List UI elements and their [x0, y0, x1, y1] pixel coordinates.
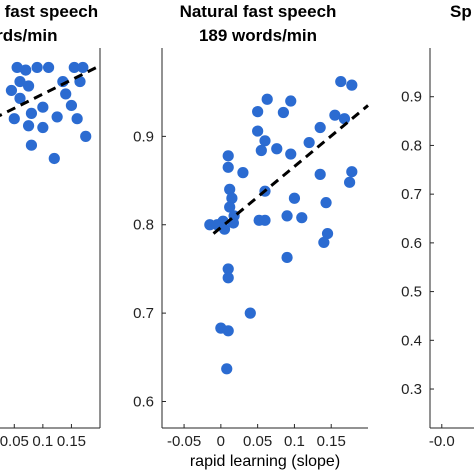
panel-a-x-tick-label: 0.1 — [32, 433, 53, 450]
panel-a-data-point — [51, 111, 63, 123]
panel-a-data-point — [80, 130, 92, 142]
panel-b-data-point — [252, 106, 264, 118]
panel-a-data-point — [71, 113, 83, 125]
panel-b-data-point — [285, 148, 297, 160]
panel-b-data-point — [255, 144, 267, 157]
panel-a-data-point — [65, 99, 78, 112]
panel-b-y-tick-label: 0.7 — [133, 305, 154, 322]
panel-b-data-point — [281, 210, 293, 222]
panel-b-data-point — [271, 143, 283, 155]
panel-a-data-point — [25, 107, 38, 119]
panel-b-data-point — [277, 106, 289, 119]
panel-b-data-point — [318, 236, 330, 249]
panel-a-data-point — [8, 113, 20, 125]
panel-b-data-point — [288, 192, 301, 204]
panel-b-plot: -0.05 0 0.05 0.1 0.15 0.6 0.7 0.8 0.9 — [133, 48, 369, 450]
panel-a-title-line1: Artificial fast speech — [0, 2, 98, 21]
panel-b-data-point — [335, 75, 347, 88]
panel-c-y-tick-label: 0.4 — [401, 332, 422, 349]
panel-b-data-point — [321, 227, 334, 240]
panel-b-data-point — [285, 95, 297, 107]
panel-b-x-tick-label: 0 — [217, 433, 225, 450]
panel-b-y-tick-label: 0.6 — [133, 393, 154, 410]
panel-b-data-point — [259, 214, 271, 226]
panel-b-data-point — [237, 167, 249, 179]
panel-a-x-tick-label: 0.15 — [57, 433, 86, 450]
panel-a-data-point — [14, 75, 26, 88]
panel-b-y-tick-label: 0.8 — [133, 217, 154, 234]
panel-b-data-point — [314, 121, 326, 134]
panel-a-data-point — [77, 61, 89, 74]
panel-b-data-point — [346, 166, 358, 178]
panel-a-data-point — [25, 139, 38, 151]
panel-b-points — [204, 75, 358, 375]
panel-c-y-tick-label: 0.7 — [401, 186, 422, 203]
panel-b-data-point — [222, 161, 234, 173]
panel-a-data-point — [48, 152, 60, 165]
panel-c-y-tick-label: 0.8 — [401, 137, 422, 154]
panel-b-data-point — [344, 176, 356, 188]
panel-a-data-point — [37, 101, 49, 113]
panel-a-axes: 0.05 0.1 0.15 — [0, 48, 101, 450]
panel-a-data-point — [68, 61, 80, 74]
panel-a-data-point — [11, 61, 23, 74]
panel-b-data-point — [338, 113, 351, 125]
panel-c-y-tick-label: 0.5 — [401, 284, 422, 301]
panel-b-x-tick-label: 0.1 — [284, 433, 305, 450]
panel-b-data-point — [303, 136, 315, 149]
panel-a-plot: 0.05 0.1 0.15 — [0, 48, 101, 450]
panel-b-data-point — [224, 183, 236, 195]
panel-b-title-line2: 189 words/min — [199, 26, 317, 45]
panel-b-axes: -0.05 0 0.05 0.1 0.15 0.6 0.7 0.8 0.9 — [133, 48, 368, 450]
panel-b-data-point — [222, 263, 234, 275]
panel-a-x-tick-label: 0.05 — [0, 433, 29, 450]
panel-b-data-point — [281, 251, 293, 264]
panel-a-data-point — [42, 61, 55, 74]
panel-c-y-tick-label: 0.6 — [401, 235, 422, 252]
panel-b-data-point — [226, 192, 238, 204]
panel-b-data-point — [329, 109, 341, 121]
panel-b-trend-line — [212, 104, 369, 235]
panel-b-data-point — [221, 363, 233, 375]
panel-a-data-point — [22, 120, 35, 132]
panel-a-data-point — [31, 61, 43, 74]
panel-b-data-point — [259, 135, 271, 147]
panel-b-data-point — [222, 325, 234, 337]
panel-a-data-point — [14, 92, 26, 104]
panel-a-data-point — [60, 88, 72, 100]
panel-third: Sp -0.0 0.3 0.4 0.5 0.6 0.7 0.8 0.9 — [401, 2, 474, 450]
panel-b-data-point — [218, 223, 231, 235]
panel-c-y-tick-label: 0.9 — [401, 89, 422, 106]
panel-c-x-tick-label: -0.0 — [429, 433, 455, 450]
panel-b-data-point — [222, 272, 234, 284]
panel-b-data-point — [296, 212, 308, 224]
x-axis-label: rapid learning (slope) — [190, 453, 340, 470]
panel-c-plot: -0.0 0.3 0.4 0.5 0.6 0.7 0.8 0.9 — [401, 48, 474, 450]
panel-artificial-fast-speech: Artificial fast speech words/min 0.050.1… — [0, 2, 101, 450]
panel-c-title: Sp — [450, 2, 472, 21]
panel-a-data-point — [5, 84, 18, 97]
panel-a-data-point — [20, 64, 32, 76]
panel-natural-fast-speech: Natural fast speech 189 words/min -0.05 0… — [133, 2, 369, 450]
panel-a-data-point — [37, 121, 49, 134]
panel-b-y-tick-label: 0.9 — [133, 128, 154, 145]
panel-b-data-point — [244, 307, 256, 319]
panel-b-data-point — [320, 197, 332, 209]
panel-b-x-tick-label: 0.15 — [317, 433, 346, 450]
panel-a-data-point — [74, 75, 86, 88]
panel-b-data-point — [224, 201, 236, 213]
panel-c-y-tick-label: 0.3 — [401, 381, 422, 398]
panel-b-data-point — [261, 93, 273, 105]
panel-a-data-point — [22, 80, 35, 92]
panel-b-x-tick-label: -0.05 — [167, 433, 201, 450]
panel-b-x-tick-label: 0.05 — [243, 433, 272, 450]
panel-b-data-point — [314, 168, 326, 180]
panel-b-data-point — [252, 125, 264, 137]
panel-a-title-line2: words/min — [0, 26, 58, 45]
panel-b-data-point — [222, 150, 234, 162]
panel-b-title-line1: Natural fast speech — [180, 2, 337, 21]
panel-c-axes: -0.0 0.3 0.4 0.5 0.6 0.7 0.8 0.9 — [401, 48, 474, 450]
panel-b-data-point — [346, 79, 358, 91]
